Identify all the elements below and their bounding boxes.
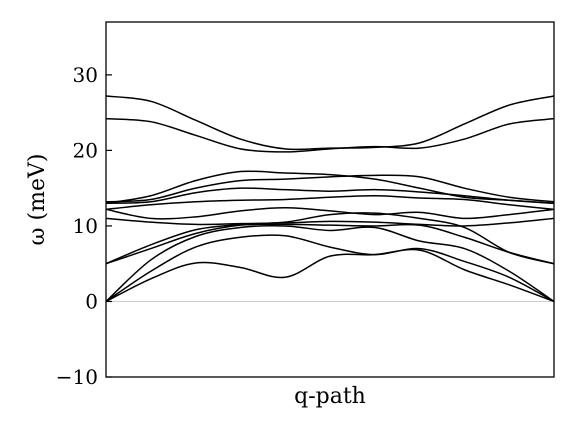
branch-line-11 xyxy=(105,170,555,205)
y-tick-label: 0 xyxy=(85,289,98,313)
branch-line-7 xyxy=(105,207,555,220)
branch-line-6 xyxy=(105,217,555,227)
branch-line-1 xyxy=(105,248,555,303)
branch-line-8 xyxy=(105,194,555,211)
branch-line-5 xyxy=(105,212,555,265)
branch-line-10 xyxy=(105,174,555,203)
y-tick-label: 20 xyxy=(73,138,98,162)
branch-line-13 xyxy=(105,95,555,151)
branch-line-4 xyxy=(105,223,555,265)
y-tick-label: 10 xyxy=(73,214,98,238)
branch-line-9 xyxy=(105,187,555,205)
y-axis-ticks: −10 0 10 20 30 xyxy=(56,63,112,389)
dispersion-branches xyxy=(105,95,555,303)
y-axis-label: ω (meV) xyxy=(25,154,50,246)
y-tick-label: 30 xyxy=(73,63,98,87)
branch-line-3 xyxy=(105,224,555,303)
branch-line-2 xyxy=(105,234,555,303)
branch-line-12 xyxy=(105,117,555,153)
y-tick-label: −10 xyxy=(56,365,98,389)
plot-area-frame xyxy=(105,21,555,378)
x-axis-label: q-path xyxy=(294,384,366,409)
